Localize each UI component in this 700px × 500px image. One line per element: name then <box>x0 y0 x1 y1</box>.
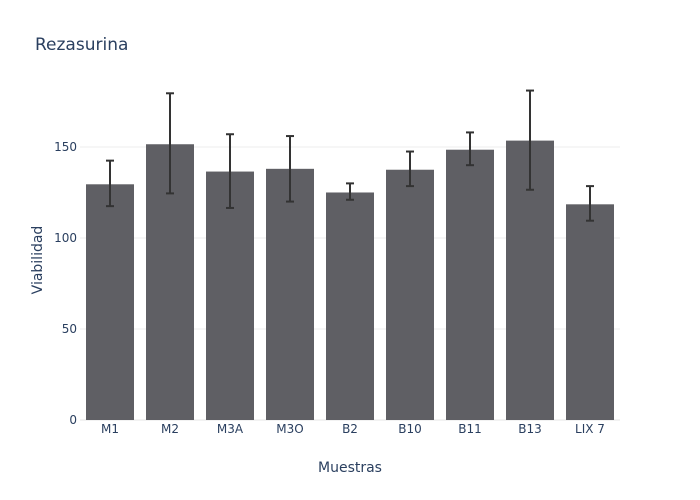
y-axis-title: Viabilidad <box>30 226 46 295</box>
bar-b10 <box>386 169 434 420</box>
x-tick-label: M3O <box>276 422 303 436</box>
y-tick-label: 100 <box>54 231 77 245</box>
error-bar-b2 <box>346 182 354 201</box>
bar-m3a <box>206 171 254 420</box>
x-axis-title: Muestras <box>318 460 382 476</box>
bar-b2 <box>326 192 374 420</box>
bar-m3o <box>266 168 314 420</box>
y-axis-ticks: 0 50 100 150 <box>54 140 77 427</box>
error-bar-b10 <box>406 150 414 188</box>
x-tick-label: M1 <box>101 422 119 436</box>
bar-m1 <box>86 184 134 420</box>
error-bar-lix-7 <box>586 185 594 222</box>
error-bars-layer <box>106 89 594 222</box>
error-bar-m2 <box>166 92 174 195</box>
bar-b11 <box>446 149 494 420</box>
error-bar-b13 <box>526 89 534 191</box>
error-bar-m1 <box>106 159 114 208</box>
x-tick-label: LIX 7 <box>575 422 605 436</box>
chart-title: Rezasurina <box>35 35 128 55</box>
y-tick-label: 50 <box>62 322 77 336</box>
error-bar-b11 <box>466 131 474 167</box>
x-tick-label: B10 <box>398 422 422 436</box>
x-tick-label: B11 <box>458 422 482 436</box>
x-tick-label: B13 <box>518 422 542 436</box>
error-bar-m3a <box>226 133 234 209</box>
y-tick-label: 0 <box>69 413 77 427</box>
bar-lix-7 <box>566 204 614 420</box>
x-axis-ticks: M1 M2 M3A M3O B2 B10 B11 B13 LIX 7 <box>101 422 605 436</box>
x-tick-label: M2 <box>161 422 179 436</box>
x-tick-label: B2 <box>342 422 358 436</box>
y-tick-label: 150 <box>54 140 77 154</box>
error-bar-m3o <box>286 135 294 203</box>
x-tick-label: M3A <box>217 422 244 436</box>
